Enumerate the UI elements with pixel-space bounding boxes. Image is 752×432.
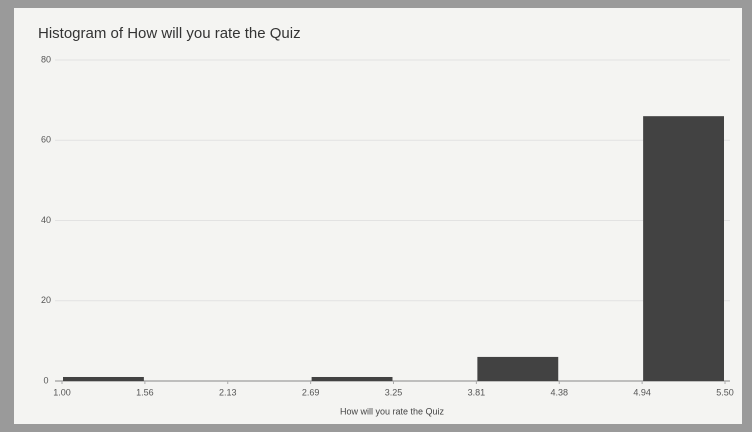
y-tick-label: 60 (41, 135, 51, 145)
x-tick-label: 3.25 (385, 387, 403, 397)
x-tick-label: 2.13 (219, 387, 237, 397)
x-tick-label: 1.56 (136, 387, 154, 397)
chart-title: Histogram of How will you rate the Quiz (38, 25, 301, 42)
y-tick-label: 80 (41, 54, 51, 64)
bar (477, 356, 559, 381)
x-tick-label: 5.50 (716, 387, 734, 397)
x-tick-label: 3.81 (468, 387, 486, 397)
chart-card (14, 8, 742, 424)
x-tick-label: 2.69 (302, 387, 320, 397)
bar (63, 376, 144, 381)
y-tick-label: 20 (41, 295, 51, 305)
x-tick-label: 4.94 (633, 387, 651, 397)
y-tick-label: 40 (41, 215, 51, 225)
x-tick-label: 1.00 (53, 387, 71, 397)
y-tick-label: 0 (43, 375, 48, 385)
bar (643, 116, 724, 382)
bar (311, 376, 393, 381)
x-tick-label: 4.38 (550, 387, 568, 397)
x-axis-title: How will you rate the Quiz (340, 406, 445, 416)
